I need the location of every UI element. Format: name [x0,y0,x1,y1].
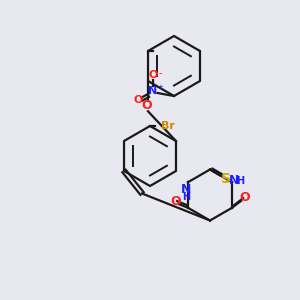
Text: S: S [220,172,231,186]
Text: H: H [236,176,244,186]
Text: O: O [170,195,181,208]
Text: O: O [141,99,152,112]
Text: +: + [158,84,164,90]
Text: Br: Br [161,121,175,131]
Text: -: - [158,68,162,79]
Text: H: H [182,192,190,202]
Text: O: O [239,191,250,204]
Text: N: N [148,86,158,97]
Text: O: O [133,95,143,105]
Text: O: O [148,70,158,80]
Text: N: N [228,174,239,187]
Text: N: N [181,183,192,196]
